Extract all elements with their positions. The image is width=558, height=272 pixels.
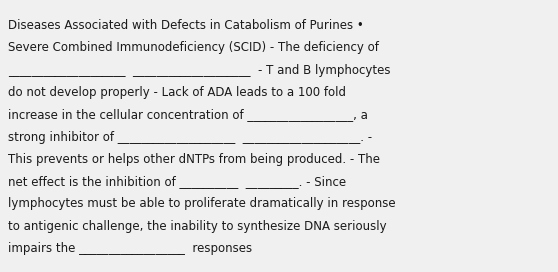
- Text: impairs the __________________  responses: impairs the __________________ responses: [8, 242, 252, 255]
- Text: net effect is the inhibition of __________  _________. - Since: net effect is the inhibition of ________…: [8, 175, 346, 188]
- Text: do not develop properly - Lack of ADA leads to a 100 fold: do not develop properly - Lack of ADA le…: [8, 86, 346, 99]
- Text: strong inhibitor of ____________________  ____________________. -: strong inhibitor of ____________________…: [8, 131, 372, 144]
- Text: increase in the cellular concentration of __________________, a: increase in the cellular concentration o…: [8, 108, 368, 121]
- Text: to antigenic challenge, the inability to synthesize DNA seriously: to antigenic challenge, the inability to…: [8, 220, 387, 233]
- Text: ____________________  ____________________  - T and B lymphocytes: ____________________ ___________________…: [8, 64, 391, 77]
- Text: Severe Combined Immunodeficiency (SCID) - The deficiency of: Severe Combined Immunodeficiency (SCID) …: [8, 41, 379, 54]
- Text: lymphocytes must be able to proliferate dramatically in response: lymphocytes must be able to proliferate …: [8, 197, 396, 211]
- Text: This prevents or helps other dNTPs from being produced. - The: This prevents or helps other dNTPs from …: [8, 153, 380, 166]
- Text: Diseases Associated with Defects in Catabolism of Purines •: Diseases Associated with Defects in Cata…: [8, 19, 364, 32]
